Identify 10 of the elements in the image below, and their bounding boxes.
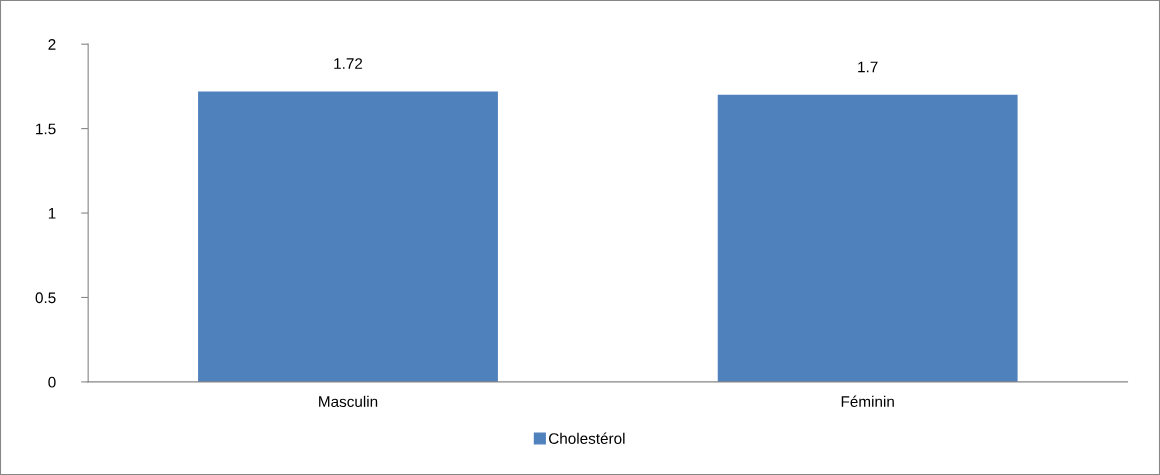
y-tick-label: 2 <box>48 39 56 50</box>
data-label: 1.72 <box>334 58 363 69</box>
y-tick-label: 1 <box>48 208 56 219</box>
legend-label: Cholestérol <box>549 432 625 444</box>
y-tick-label: 0.5 <box>35 292 56 304</box>
x-tick-label: Masculin <box>319 395 378 408</box>
y-tick-label: 0 <box>48 376 56 388</box>
data-label: 1.7 <box>858 61 878 73</box>
x-tick-label: Féminin <box>841 395 894 408</box>
y-tick-label: 1.5 <box>36 123 56 135</box>
